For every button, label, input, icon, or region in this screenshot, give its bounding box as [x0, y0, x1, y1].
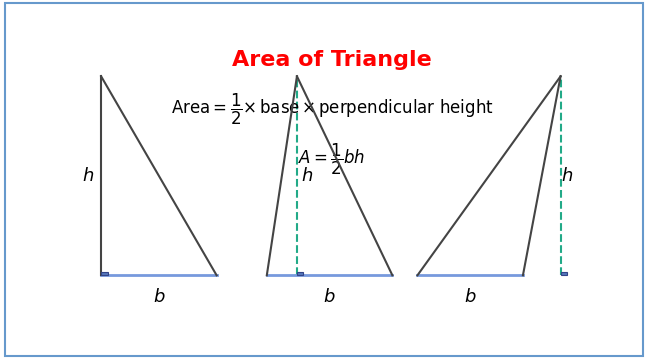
Bar — [101, 272, 108, 275]
Text: $b$: $b$ — [152, 288, 165, 306]
Bar — [561, 272, 567, 275]
Text: $b$: $b$ — [323, 288, 336, 306]
Bar — [297, 272, 303, 275]
Text: Area of Triangle: Area of Triangle — [232, 50, 432, 70]
Text: $h$: $h$ — [561, 167, 573, 185]
Text: $\mathrm{Area} = \dfrac{1}{2}{\times}\,\mathrm{base}\,{\times}\,\mathrm{perpendi: $\mathrm{Area} = \dfrac{1}{2}{\times}\,\… — [171, 92, 493, 127]
Text: $h$: $h$ — [301, 167, 313, 185]
Text: $b$: $b$ — [464, 288, 476, 306]
Text: $h$: $h$ — [82, 167, 95, 185]
Text: $\mathit{A} = \dfrac{1}{2}\mathit{bh}$: $\mathit{A} = \dfrac{1}{2}\mathit{bh}$ — [299, 141, 365, 177]
